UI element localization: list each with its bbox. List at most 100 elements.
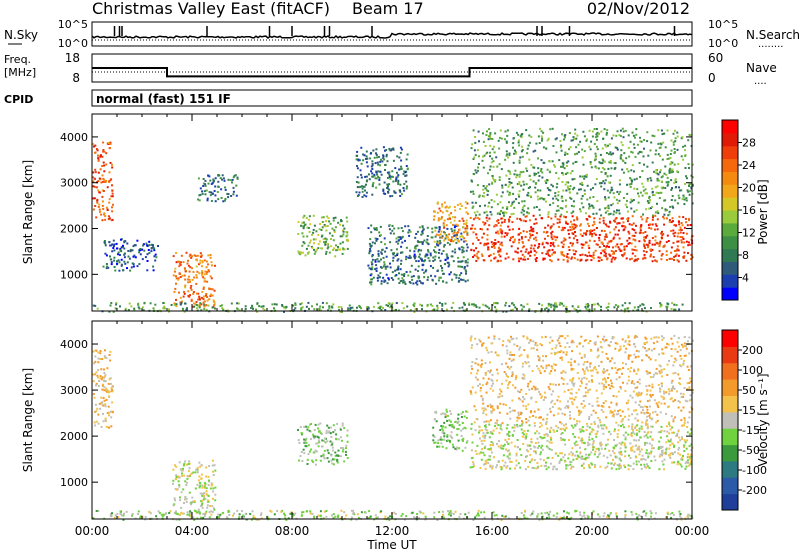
heatmap-cell [653,135,655,137]
heatmap-cell [493,225,495,227]
heatmap-cell [655,153,657,155]
heatmap-cell [309,223,311,225]
heatmap-cell [403,187,405,189]
heatmap-cell [489,436,491,438]
heatmap-cell [103,420,105,422]
heatmap-cell [498,445,500,447]
heatmap-cell [298,460,300,462]
heatmap-cell [617,234,619,236]
heatmap-cell [380,171,382,173]
heatmap-cell [477,184,479,186]
heatmap-cell [303,236,305,238]
heatmap-cell [593,221,595,223]
heatmap-cell [363,194,365,196]
heatmap-cell [192,472,194,474]
heatmap-cell [184,480,186,482]
heatmap-cell [509,461,511,463]
heatmap-cell [637,193,639,195]
heatmap-cell [200,187,202,189]
heatmap-cell [534,187,536,189]
heatmap-cell [463,303,465,305]
heatmap-cell [590,462,592,464]
heatmap-cell [478,131,480,133]
heatmap-cell [589,240,591,242]
heatmap-cell [619,238,621,240]
heatmap-cell [489,155,491,157]
heatmap-cell [477,251,479,253]
heatmap-cell [529,461,531,463]
heatmap-cell [519,218,521,220]
heatmap-cell [393,160,395,162]
heatmap-cell [113,249,115,251]
heatmap-cell [111,190,113,192]
heatmap-cell [517,134,519,136]
heatmap-cell [200,256,202,258]
heatmap-cell [446,228,448,230]
heatmap-cell [571,245,573,247]
heatmap-cell [674,235,676,237]
heatmap-cell [621,141,623,143]
heatmap-cell [157,245,159,247]
heatmap-cell [646,192,648,194]
heatmap-cell [111,167,113,169]
heatmap-cell [624,247,626,249]
heatmap-cell [669,457,671,459]
heatmap-cell [677,149,679,151]
heatmap-cell [552,383,554,385]
heatmap-cell [99,358,101,360]
heatmap-cell [409,250,411,252]
heatmap-cell [445,259,447,261]
heatmap-cell [511,213,513,215]
heatmap-cell [490,444,492,446]
heatmap-cell [559,304,561,306]
heatmap-cell [558,191,560,193]
heatmap-cell [599,246,601,248]
heatmap-cell [657,143,659,145]
heatmap-cell [388,183,390,185]
heatmap-cell [437,439,439,441]
heatmap-cell [398,169,400,171]
heatmap-cell [498,233,500,235]
heatmap-cell [557,427,559,429]
heatmap-cell [196,293,198,295]
heatmap-cell [400,268,402,270]
heatmap-cell [210,257,212,259]
heatmap-cell [235,185,237,187]
heatmap-cell [619,213,621,215]
heatmap-cell [679,236,681,238]
heatmap-cell [590,451,592,453]
heatmap-cell [155,256,157,258]
heatmap-cell [315,450,317,452]
heatmap-cell [481,448,483,450]
heatmap-cell [639,305,641,307]
heatmap-cell [608,197,610,199]
heatmap-cell [211,261,213,263]
heatmap-cell [445,303,447,305]
heatmap-cell [630,169,632,171]
heatmap-cell [561,303,563,305]
heatmap-cell [608,431,610,433]
heatmap-cell [607,443,609,445]
heatmap-cell [251,305,253,307]
heatmap-cell [199,199,201,201]
heatmap-cell [569,192,571,194]
heatmap-cell [530,136,532,138]
heatmap-cell [135,256,137,258]
heatmap-cell [679,454,681,456]
heatmap-cell [536,206,538,208]
heatmap-cell [529,142,531,144]
heatmap-cell [418,260,420,262]
heatmap-cell [549,128,551,130]
heatmap-cell [639,151,641,153]
heatmap-cell [112,204,114,206]
heatmap-cell [454,251,456,253]
heatmap-cell [215,177,217,179]
heatmap-cell [437,240,439,242]
heatmap-cell [189,281,191,283]
heatmap-cell [212,288,214,290]
heatmap-cell [305,254,307,256]
heatmap-cell [597,430,599,432]
heatmap-cell [674,148,676,150]
heatmap-cell [576,216,578,218]
heatmap-cell [656,225,658,227]
